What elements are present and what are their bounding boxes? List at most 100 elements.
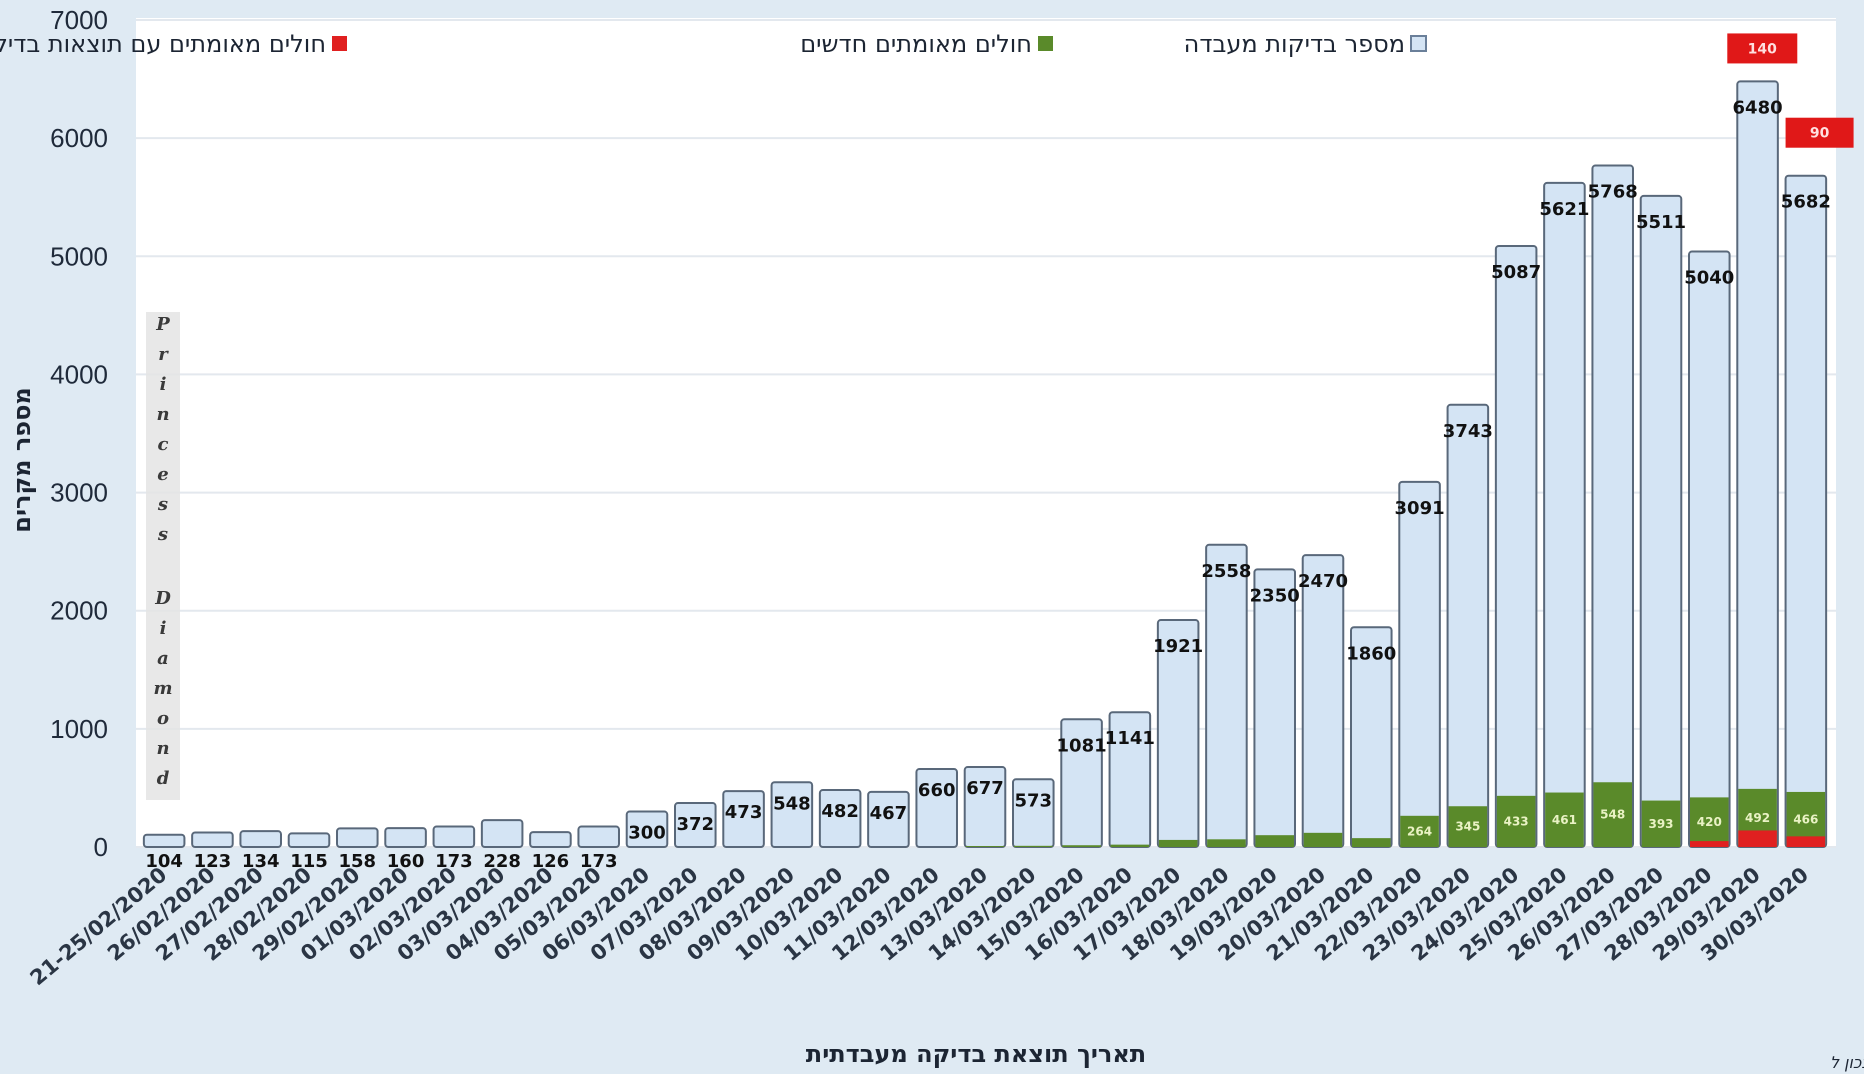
bar-value-label: 123 — [194, 851, 232, 872]
legend-swatch-new-confirmed — [1038, 36, 1053, 51]
bar-tests — [384, 827, 427, 849]
bar-value-label: 660 — [918, 780, 956, 801]
new-confirmed-value-label: 264 — [1407, 824, 1432, 838]
x-axis-title: תאריך תוצאת בדיקה מעבדתית — [806, 1040, 1146, 1068]
bar-value-label: 5768 — [1588, 182, 1638, 203]
legend-entry-confirmed-negative: חולים מאומתים עם תוצאות בדיקות מעבדה שלי… — [0, 30, 347, 58]
y-tick-label: 6000 — [50, 123, 108, 153]
new-confirmed-value-label: 345 — [1455, 820, 1480, 834]
bar-tests — [1205, 543, 1248, 849]
bar-confirmed-negative — [1786, 836, 1826, 847]
bar-value-label: 482 — [821, 801, 859, 822]
bar-tests — [287, 832, 331, 849]
bar-tests — [480, 819, 524, 848]
legend-entry-new-confirmed: חולים מאומתים חדשים — [800, 30, 1053, 58]
new-confirmed-value-label: 461 — [1552, 813, 1577, 827]
bar-value-label: 158 — [338, 851, 376, 872]
bar-value-label: 104 — [145, 851, 183, 872]
bar-new-confirmed — [1593, 782, 1632, 847]
bar-value-label: 5087 — [1491, 262, 1541, 283]
bar-value-label: 467 — [870, 803, 908, 824]
bar-value-label: 372 — [676, 814, 714, 835]
bar-tests — [1253, 568, 1296, 848]
bar-new-confirmed — [1545, 792, 1584, 847]
bar-tests — [1591, 164, 1634, 848]
y-axis-ticks: 0 1000 2000 3000 4000 5000 6000 7000 — [50, 5, 108, 862]
bar-new-confirmed — [1207, 839, 1246, 847]
bar-value-label: 228 — [483, 851, 521, 872]
legend-swatch-tests — [1410, 35, 1427, 52]
legend: מספר בדיקות מעבדה חולים מאומתים חדשים חו… — [0, 30, 1427, 58]
bar-new-confirmed — [1110, 844, 1150, 847]
bar-new-confirmed — [1496, 795, 1536, 847]
bar-tests — [142, 833, 186, 848]
bar-value-label: 677 — [966, 778, 1004, 799]
bar-value-label: 6480 — [1733, 97, 1783, 118]
legend-entry-tests: מספר בדיקות מעבדה — [1184, 30, 1427, 58]
bar-value-label: 1141 — [1105, 728, 1155, 749]
bar-value-label: 3091 — [1395, 498, 1445, 519]
bar-value-label: 5511 — [1636, 212, 1686, 233]
bar-tests — [336, 827, 379, 849]
bar-tests — [529, 831, 572, 849]
bar-new-confirmed — [1303, 832, 1343, 847]
bar-tests — [1639, 194, 1683, 848]
bar-confirmed-negative — [1738, 830, 1777, 847]
bar-tests — [1688, 250, 1731, 848]
bar-value-label: 126 — [532, 851, 570, 872]
bar-value-label: 3743 — [1443, 421, 1493, 442]
y-tick-label: 2000 — [50, 596, 108, 626]
bar-new-confirmed — [1352, 838, 1391, 847]
bar-new-confirmed — [1690, 797, 1729, 847]
new-confirmed-value-label: 466 — [1793, 812, 1818, 826]
bar-tests — [1543, 181, 1586, 848]
bar-value-label: 5621 — [1539, 199, 1589, 220]
new-confirmed-value-label: 492 — [1745, 811, 1770, 825]
bar-tests — [770, 781, 814, 848]
bar-value-label: 173 — [580, 851, 618, 872]
bar-value-label: 300 — [628, 823, 666, 844]
bar-value-label: 5040 — [1684, 268, 1734, 289]
negative-callout-box — [1785, 117, 1854, 148]
bar-tests — [239, 830, 282, 849]
bar-tests — [722, 790, 765, 848]
y-tick-label: 4000 — [50, 359, 108, 389]
new-confirmed-value-label: 420 — [1697, 815, 1722, 829]
bar-value-label: 2470 — [1298, 571, 1348, 592]
bar-new-confirmed — [965, 846, 1005, 847]
footnote: 25/03/2020 נכון ל — [1830, 1053, 1864, 1072]
bar-confirmed-negative — [1690, 841, 1729, 847]
y-tick-label: 7000 — [50, 5, 108, 35]
bar-tests — [1446, 403, 1490, 848]
bar-value-label: 548 — [773, 793, 811, 814]
bar-value-label: 5682 — [1781, 192, 1831, 213]
bar-new-confirmed — [1255, 835, 1294, 847]
legend-label-confirmed-negative: חולים מאומתים עם תוצאות בדיקות מעבדה שלי… — [0, 30, 326, 58]
new-confirmed-value-label: 393 — [1648, 817, 1673, 831]
bar-value-label: 473 — [725, 802, 763, 823]
bar-tests — [432, 825, 476, 848]
y-tick-label: 1000 — [50, 714, 108, 744]
bar-new-confirmed — [1014, 845, 1053, 847]
y-tick-label: 5000 — [50, 241, 108, 271]
bar-tests — [1736, 80, 1779, 849]
legend-label-new-confirmed: חולים מאומתים חדשים — [800, 30, 1032, 58]
bar-tests — [674, 802, 717, 848]
negative-callout-label: 90 — [1810, 126, 1830, 142]
new-confirmed-value-label: 433 — [1504, 814, 1529, 828]
bar-value-label: 573 — [1014, 790, 1052, 811]
bar-value-label: 160 — [387, 851, 425, 872]
bar-tests — [818, 789, 862, 848]
new-confirmed-value-label: 548 — [1600, 808, 1625, 822]
bar-tests — [625, 810, 669, 848]
bar-tests — [1398, 480, 1441, 848]
negative-callout-box — [1727, 33, 1798, 64]
x-axis-ticks: 21-25/02/202026/02/202027/02/202028/02/2… — [26, 862, 1814, 990]
bar-new-confirmed — [1400, 815, 1439, 847]
bar-tests — [577, 825, 620, 848]
bar-new-confirmed — [1062, 845, 1101, 847]
bar-new-confirmed — [1641, 800, 1681, 847]
bar-tests — [1301, 554, 1345, 848]
